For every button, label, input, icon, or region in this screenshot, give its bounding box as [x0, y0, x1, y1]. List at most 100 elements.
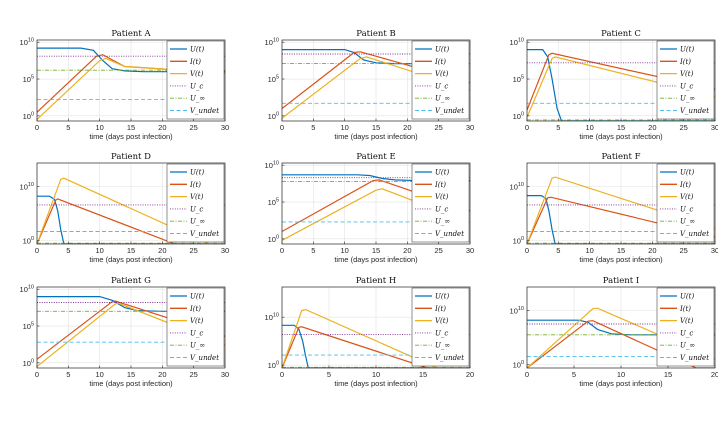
y-tick-exp: 5	[31, 75, 34, 81]
x-tick-label: 15	[664, 370, 672, 379]
legend-box	[411, 40, 470, 120]
y-tick-exp: 10	[518, 306, 524, 312]
x-tick-label: 15	[127, 370, 135, 379]
y-tick-exp: 10	[518, 182, 524, 188]
legend-entry: V(t)	[680, 70, 694, 78]
legend-entry: U_∞	[680, 95, 695, 103]
y-tick-exp: 0	[31, 358, 34, 364]
y-tick-label: 100	[513, 360, 524, 370]
legend-entry: I(t)	[189, 305, 201, 313]
legend-entry: U(t)	[190, 46, 204, 54]
panel-title: Patient G	[111, 276, 151, 286]
legend-entry: V_undet	[680, 354, 709, 362]
legend-entry: U_c	[435, 82, 448, 90]
x-tick-label: 10	[95, 246, 103, 255]
legend-entry: V_undet	[680, 107, 709, 115]
y-tick-label: 1010	[265, 313, 279, 323]
x-tick-label: 10	[95, 123, 103, 132]
x-axis-label: time (days post infection)	[579, 379, 663, 388]
x-tick-label: 20	[648, 246, 656, 255]
series-line-0	[282, 324, 470, 368]
x-tick-label: 20	[158, 123, 166, 132]
x-tick-label: 5	[66, 246, 70, 255]
legend-entry: V_undet	[435, 107, 464, 115]
x-tick-label: 30	[221, 370, 229, 379]
legend-entry: U(t)	[435, 293, 449, 301]
legend-entry: V_undet	[680, 230, 709, 238]
x-tick-label: 20	[648, 123, 656, 132]
x-tick-label: 30	[711, 123, 718, 132]
y-tick-base: 10	[23, 75, 31, 84]
panel-title: Patient I	[603, 276, 640, 286]
x-tick-label: 5	[327, 370, 331, 379]
legend-entry: I(t)	[434, 58, 446, 66]
y-tick-exp: 10	[28, 182, 34, 188]
series-line-1	[527, 196, 715, 244]
x-tick-label: 30	[466, 123, 474, 132]
legend-entry: U(t)	[435, 46, 449, 54]
legend-box	[656, 40, 715, 120]
legend-entry: U_∞	[190, 95, 205, 103]
legend-entry: U_c	[435, 205, 448, 213]
panel-title: Patient A	[111, 29, 151, 39]
x-axis-label: time (days post infection)	[89, 379, 173, 388]
legend-entry: V_undet	[190, 230, 219, 238]
x-tick-label: 10	[372, 370, 380, 379]
y-tick-label: 100	[268, 234, 279, 244]
x-tick-label: 0	[35, 246, 39, 255]
x-tick-label: 30	[711, 246, 718, 255]
legend-entry: U(t)	[190, 169, 204, 177]
legend-entry: V(t)	[190, 70, 204, 78]
y-tick-base: 10	[513, 112, 521, 121]
series-line-2	[527, 307, 715, 368]
legend-entry: V(t)	[680, 317, 694, 325]
x-axis-label: time (days post infection)	[89, 132, 173, 141]
legend-box	[656, 163, 715, 243]
x-tick-label: 10	[340, 246, 348, 255]
legend-entry: U_c	[190, 205, 203, 213]
x-axis-label: time (days post infection)	[334, 255, 418, 264]
y-tick-label: 1010	[265, 161, 279, 171]
legend-entry: U_∞	[190, 218, 205, 226]
x-tick-label: 0	[525, 246, 529, 255]
series-line-0	[527, 48, 715, 121]
panel-title: Patient C	[601, 29, 641, 39]
legend-entry: V_undet	[435, 354, 464, 362]
series-line-2	[37, 177, 225, 244]
x-tick-label: 5	[66, 123, 70, 132]
x-tick-label: 0	[280, 123, 284, 132]
x-axis-label: time (days post infection)	[579, 132, 663, 141]
y-tick-base: 10	[20, 38, 28, 47]
x-tick-label: 10	[95, 370, 103, 379]
y-tick-exp: 10	[273, 313, 279, 319]
y-tick-label: 100	[23, 111, 34, 121]
y-tick-label: 1010	[265, 38, 279, 48]
y-tick-exp: 10	[273, 161, 279, 167]
legend-entry: U_∞	[435, 218, 450, 226]
y-tick-base: 10	[510, 182, 518, 191]
legend-entry: U(t)	[680, 46, 694, 54]
x-tick-label: 15	[127, 246, 135, 255]
legend-entry: U(t)	[435, 169, 449, 177]
y-tick-base: 10	[265, 38, 273, 47]
legend-entry: I(t)	[679, 181, 691, 189]
x-tick-label: 10	[340, 123, 348, 132]
legend-entry: I(t)	[434, 305, 446, 313]
legend-entry: U_c	[680, 82, 693, 90]
series-group	[527, 307, 715, 368]
y-tick-label: 100	[513, 111, 524, 121]
x-tick-label: 0	[280, 370, 284, 379]
legend-entry: U(t)	[680, 293, 694, 301]
legend-box	[166, 163, 225, 243]
legend-box	[166, 40, 225, 120]
x-tick-label: 5	[311, 246, 315, 255]
x-tick-label: 0	[525, 370, 529, 379]
y-tick-label: 100	[23, 358, 34, 368]
y-tick-base: 10	[510, 38, 518, 47]
x-tick-label: 30	[221, 123, 229, 132]
legend-entry: U_∞	[435, 342, 450, 350]
y-tick-base: 10	[268, 198, 276, 207]
